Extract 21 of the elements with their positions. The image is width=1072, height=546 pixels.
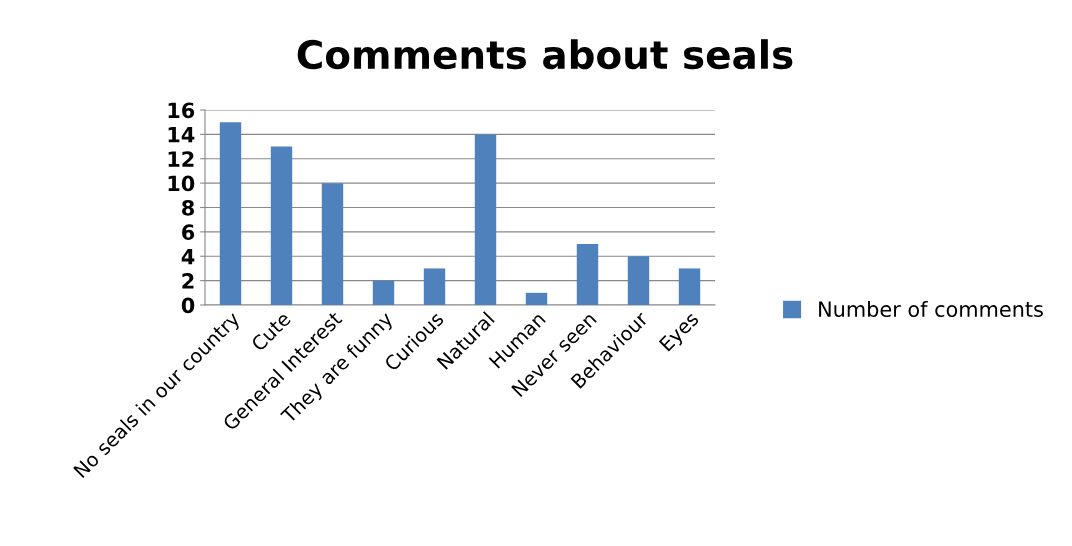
y-tick-label: 16 <box>168 102 195 119</box>
bar <box>321 183 344 305</box>
bar <box>270 146 293 305</box>
y-tick-label: 4 <box>181 248 195 265</box>
y-tick-label: 14 <box>168 127 195 143</box>
bar <box>678 268 701 305</box>
bar <box>627 256 650 305</box>
y-tick-label: 0 <box>181 297 195 314</box>
y-tick-label: 12 <box>168 151 194 167</box>
legend-label: Number of comments <box>819 300 1043 318</box>
y-tick-label: 8 <box>182 199 194 216</box>
chart-title: Comments about seals <box>297 39 793 70</box>
y-tick-label: 10 <box>168 175 195 192</box>
bar <box>423 268 446 305</box>
bar <box>219 122 242 305</box>
y-tick-label: 2 <box>182 273 194 289</box>
bar <box>474 134 497 305</box>
bar <box>525 292 548 305</box>
bar <box>372 280 395 305</box>
y-tick-label: 6 <box>182 224 195 241</box>
bar <box>576 244 599 305</box>
